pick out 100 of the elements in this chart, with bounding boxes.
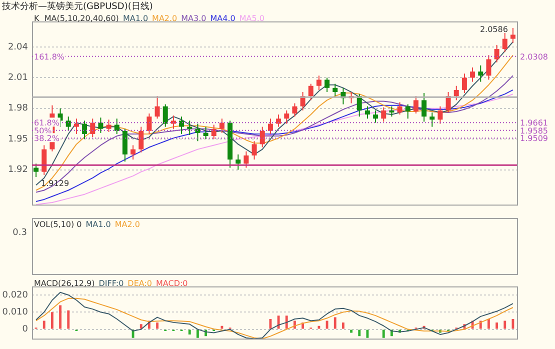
- y-tick-label: 0.010: [2, 307, 28, 318]
- ref-line-label: 1.9585: [520, 126, 548, 136]
- annotation: 38.2%: [34, 134, 60, 144]
- candlestick: [470, 66, 476, 82]
- candlestick: [332, 83, 338, 97]
- annotation: 2.0586: [480, 24, 508, 34]
- y-tick-label: 0: [22, 324, 28, 335]
- candlestick: [446, 92, 451, 113]
- candlestick: [356, 94, 362, 118]
- candlestick: [316, 75, 322, 90]
- legend-label: MA1.0: [86, 220, 111, 229]
- candlestick: [146, 113, 152, 134]
- candlestick: [170, 115, 176, 130]
- y-tick-label: 1.98: [8, 104, 28, 114]
- bar: [42, 320, 46, 329]
- candlestick: [98, 117, 104, 134]
- candlestick: [430, 112, 435, 128]
- candlestick: [405, 104, 410, 120]
- candlestick: [74, 118, 79, 134]
- candlestick: [478, 64, 484, 82]
- text: MA3.0: [181, 14, 206, 23]
- candlestick: [494, 44, 500, 63]
- ref-line-label: 1.9509: [520, 134, 548, 144]
- bar: [358, 330, 361, 336]
- annotation: 61.8%: [34, 118, 60, 128]
- candlestick: [510, 27, 516, 44]
- bar: [487, 319, 490, 329]
- candlestick: [324, 77, 330, 93]
- candlestick: [219, 118, 224, 134]
- candlestick: [389, 106, 394, 118]
- candlestick: [195, 123, 200, 142]
- y-tick-label: 1.92: [8, 165, 28, 176]
- bar: [382, 330, 385, 338]
- bar: [318, 326, 320, 329]
- bar: [334, 317, 336, 329]
- bar: [504, 320, 506, 329]
- candlestick: [454, 85, 459, 101]
- chart-title: 技术分析—英镑美元(GBPUSD)(日线): [2, 0, 153, 13]
- y-tick-label: 2.01: [8, 73, 28, 84]
- candlestick: [268, 118, 273, 134]
- candlestick: [486, 54, 492, 80]
- legend-title: MACD(26,12,9): [34, 279, 95, 288]
- bar: [285, 316, 288, 329]
- annotation: 50%: [34, 126, 52, 136]
- text: MA4.0: [210, 14, 236, 23]
- bar: [50, 312, 54, 329]
- candlestick: [42, 144, 47, 176]
- candlestick: [179, 116, 184, 134]
- candlestick: [162, 104, 168, 128]
- bar: [67, 310, 70, 329]
- candlestick: [502, 31, 508, 53]
- candlestick: [397, 102, 402, 116]
- bar: [220, 326, 224, 329]
- text: MACD:0: [156, 279, 188, 288]
- legend-label: MA2.0: [114, 220, 140, 229]
- bar: [512, 319, 514, 329]
- text: 0.3: [12, 228, 27, 238]
- candlestick: [122, 128, 128, 162]
- bar: [342, 322, 344, 329]
- candlestick: [252, 140, 257, 160]
- y-tick-label: 1.95: [8, 134, 28, 144]
- candlestick: [308, 83, 314, 101]
- candlestick: [154, 96, 160, 120]
- candlestick: [462, 73, 467, 94]
- y-tick-label: 0.020: [2, 290, 28, 300]
- candlestick: [276, 114, 282, 128]
- candlestick: [236, 154, 241, 170]
- candlestick: [422, 92, 427, 122]
- bar: [326, 320, 328, 329]
- candlestick: [364, 106, 370, 120]
- legend-title: K MA(5,10,20,40,60): [34, 14, 119, 23]
- candlestick: [82, 120, 88, 140]
- candlestick: [34, 163, 39, 178]
- text: MA2.0: [152, 14, 178, 23]
- bar: [277, 316, 280, 329]
- candlestick: [260, 126, 265, 148]
- bar: [366, 330, 369, 338]
- candlestick: [413, 96, 418, 114]
- text: DIFF:0: [98, 279, 124, 288]
- y-tick-label: 2.04: [8, 42, 28, 52]
- text: DEA:0: [128, 279, 152, 288]
- candlestick: [373, 110, 378, 124]
- ref-line-label: 1.9661: [520, 118, 548, 128]
- bar: [496, 322, 498, 329]
- candlestick: [138, 126, 144, 153]
- candlestick: [381, 106, 386, 122]
- candlestick: [187, 120, 192, 136]
- text: MA1.0: [122, 14, 148, 23]
- annotation: 161.8%: [34, 52, 65, 62]
- text: MA5.0: [239, 14, 264, 23]
- bar: [196, 330, 199, 338]
- candlestick: [284, 110, 290, 124]
- candlestick: [66, 116, 71, 132]
- candlestick: [203, 126, 208, 140]
- candlestick: [211, 124, 216, 140]
- candlestick: [114, 118, 120, 134]
- bar: [188, 330, 191, 334]
- candlestick: [130, 144, 136, 160]
- bar: [59, 305, 62, 329]
- candlestick: [244, 150, 249, 168]
